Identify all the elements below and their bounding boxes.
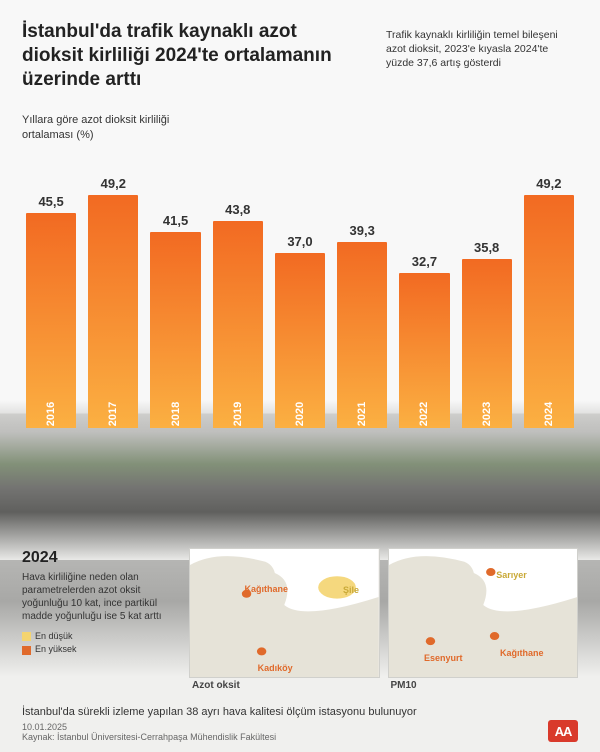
bar-year: 2016 [45, 402, 57, 426]
bar: 2017 [88, 195, 138, 428]
headline: İstanbul'da trafik kaynaklı azot dioksit… [22, 20, 362, 91]
logo-text: AA [555, 724, 572, 739]
mini-map: KağıthaneŞileKadıköyAzot oksit [189, 548, 380, 678]
maps-row: KağıthaneŞileKadıköyAzot oksitSarıyerEse… [189, 548, 578, 678]
subhead-right: Trafik kaynaklı kirliliğin temel bileşen… [386, 28, 576, 71]
legend-low: En düşük [22, 631, 177, 643]
footer-note: İstanbul'da sürekli izleme yapılan 38 ay… [22, 706, 578, 718]
bar: 2016 [26, 213, 76, 428]
map-marker-label: Kadıköy [258, 663, 293, 673]
bar-year: 2019 [232, 402, 244, 426]
bar-value: 39,3 [350, 223, 375, 238]
bar: 2018 [150, 232, 200, 428]
bar-year: 2017 [107, 402, 119, 426]
map-title: PM10 [391, 680, 417, 691]
map-legend: En düşük En yüksek [22, 631, 177, 656]
map-marker-label: Kağıthane [245, 584, 289, 594]
bar-value: 43,8 [225, 202, 250, 217]
note-2024: 2024 Hava kirliliğine neden olan paramet… [22, 548, 177, 678]
bar: 2024 [524, 195, 574, 428]
bar-year: 2023 [481, 402, 493, 426]
bottom-area: 2024 Hava kirliliğine neden olan paramet… [22, 548, 578, 678]
date: 10.01.2025 [22, 722, 276, 732]
note-text: Hava kirliliğine neden olan parametreler… [22, 572, 162, 622]
map-marker-label: Esenyurt [424, 653, 463, 663]
agency-logo: AA [548, 720, 578, 742]
bar-year: 2022 [418, 402, 430, 426]
map-marker-label: Şile [343, 585, 359, 595]
source-row: 10.01.2025 Kaynak: İstanbul Üniversitesi… [22, 720, 578, 742]
bar-value: 32,7 [412, 254, 437, 269]
note-year: 2024 [22, 548, 177, 569]
map-title: Azot oksit [192, 680, 240, 691]
bar: 2020 [275, 253, 325, 428]
bar-value: 35,8 [474, 240, 499, 255]
legend-high-label: En yüksek [35, 644, 77, 656]
bar-wrap: 45,5 2016 [26, 194, 76, 428]
bar-year: 2024 [543, 402, 555, 426]
bar-year: 2021 [356, 402, 368, 426]
legend-low-label: En düşük [35, 631, 73, 643]
bar-value: 49,2 [101, 176, 126, 191]
bar: 2019 [213, 221, 263, 428]
bar-wrap: 41,5 2018 [150, 213, 200, 428]
map-marker-label: Kağıthane [500, 648, 544, 658]
bar-wrap: 32,7 2022 [399, 254, 449, 428]
bar-wrap: 39,3 2021 [337, 223, 387, 428]
bar-value: 49,2 [536, 176, 561, 191]
legend-high-swatch [22, 646, 31, 655]
bar-value: 45,5 [38, 194, 63, 209]
map-marker-label: Sarıyer [496, 570, 527, 580]
bar-wrap: 49,2 2024 [524, 176, 574, 428]
bar-value: 41,5 [163, 213, 188, 228]
bar-wrap: 35,8 2023 [462, 240, 512, 428]
bar: 2022 [399, 273, 449, 428]
source-left: 10.01.2025 Kaynak: İstanbul Üniversitesi… [22, 722, 276, 742]
bar: 2021 [337, 242, 387, 428]
legend-high: En yüksek [22, 644, 177, 656]
bar-wrap: 37,0 2020 [275, 234, 325, 428]
axis-label: Yıllara göre azot dioksit kirliliği orta… [22, 113, 182, 143]
bar-year: 2018 [170, 402, 182, 426]
bar-value: 37,0 [287, 234, 312, 249]
bar-wrap: 43,8 2019 [213, 202, 263, 428]
infographic-page: İstanbul'da trafik kaynaklı azot dioksit… [0, 0, 600, 752]
bar: 2023 [462, 259, 512, 428]
mini-map: SarıyerEsenyurtKağıthanePM10 [388, 548, 579, 678]
bar-wrap: 49,2 2017 [88, 176, 138, 428]
source: Kaynak: İstanbul Üniversitesi-Cerrahpaşa… [22, 732, 276, 742]
bar-year: 2020 [294, 402, 306, 426]
legend-low-swatch [22, 632, 31, 641]
bar-chart: 45,5 2016 49,2 2017 41,5 2018 43,8 2019 37,0 2020… [22, 148, 578, 428]
